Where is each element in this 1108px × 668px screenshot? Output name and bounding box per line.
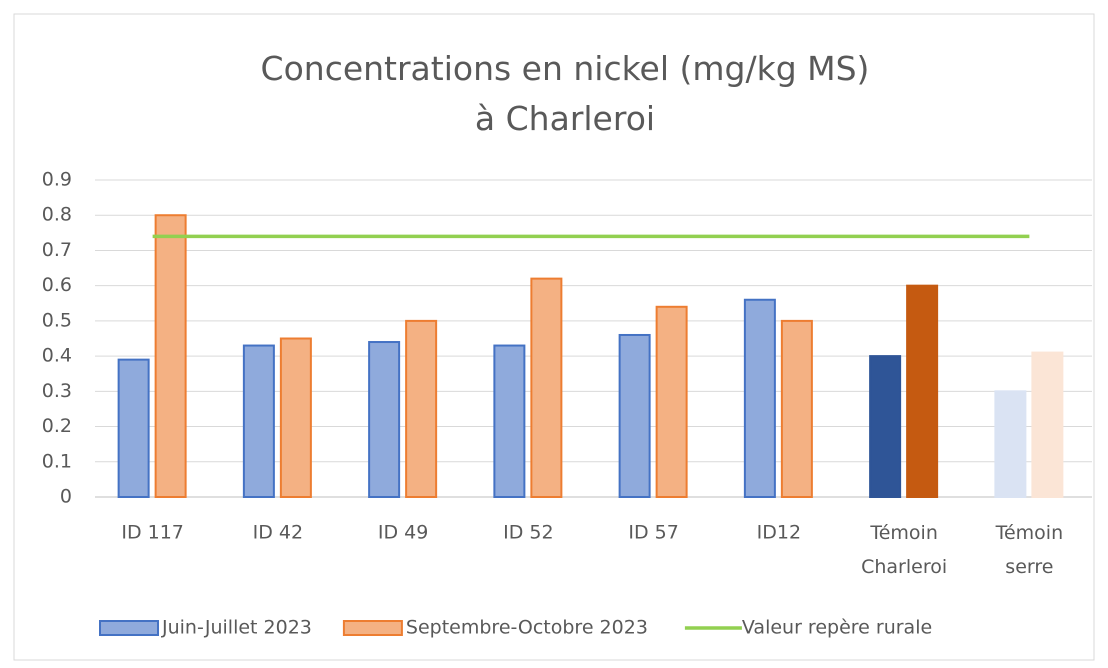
bar [869,355,902,498]
bar [618,333,651,498]
bar [743,298,776,498]
bar [405,319,438,498]
x-tick-label: ID12 [757,522,801,544]
y-tick-label: 0.3 [42,380,72,402]
bar [242,344,275,498]
bar [117,358,150,498]
y-tick-label: 0.9 [42,169,72,191]
bar [154,214,187,498]
x-tick-label: ID 49 [378,522,428,544]
y-tick-label: 0.8 [42,204,72,226]
bar [994,390,1027,499]
bar [279,337,312,498]
bar [1031,351,1064,499]
y-tick-label: 0.4 [42,345,72,367]
y-tick-label: 0.7 [42,239,72,261]
bar [906,284,939,498]
legend-swatch [342,620,403,636]
chart-title: Concentrations en nickel (mg/kg MS) à Cha… [261,49,870,138]
legend-swatch [99,620,159,636]
bar [530,277,563,498]
x-tick-label: Témoin serre [995,522,1064,578]
legend-label: Septembre-Octobre 2023 [406,617,648,639]
x-tick-label: ID 52 [503,522,553,544]
x-tick-label: ID 42 [253,522,303,544]
y-tick-label: 0.6 [42,274,72,296]
bar [780,319,813,498]
legend-label: Juin-Juillet 2023 [161,617,312,639]
x-tick-label: Témoin Charleroi [861,522,947,578]
x-tick-label: ID 117 [121,522,184,544]
y-tick-label: 0.5 [42,309,72,331]
x-tick-label: ID 57 [628,522,678,544]
y-tick-label: 0 [60,486,72,508]
bar [655,305,688,498]
bar [493,344,526,498]
bar [368,341,401,498]
y-tick-label: 0.1 [42,450,72,472]
legend-label: Valeur repère rurale [742,617,932,639]
y-tick-label: 0.2 [42,415,72,437]
